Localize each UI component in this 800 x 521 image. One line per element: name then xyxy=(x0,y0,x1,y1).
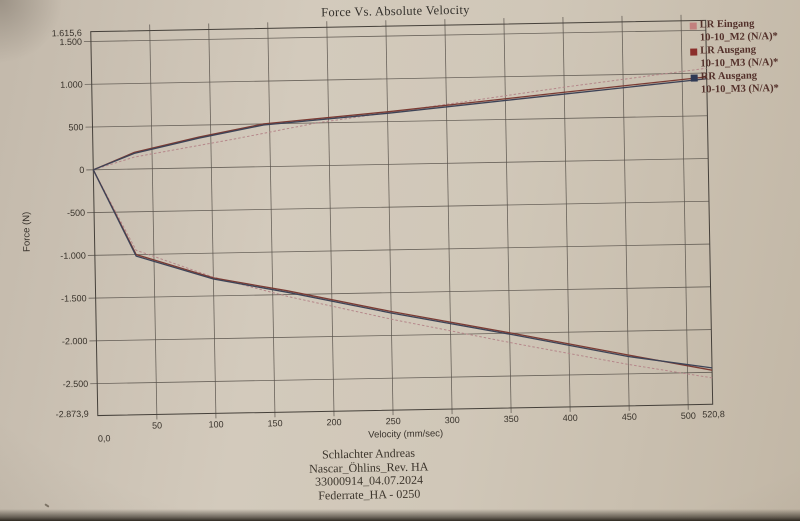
legend-marker-icon xyxy=(690,74,698,82)
x-tick-label: 100 xyxy=(208,419,223,429)
v-gridline xyxy=(503,18,512,413)
h-gridline xyxy=(87,200,709,214)
v-gridline xyxy=(444,19,453,415)
legend-item: RR Ausgang 10-10_M3 (N/A)* xyxy=(690,70,795,97)
series-line-lr-ausgang-10-10-m3-n-a-lower xyxy=(92,169,713,371)
h-gridline xyxy=(85,115,708,128)
x-tick-label: 150 xyxy=(267,418,282,428)
y-tick-label: 0 xyxy=(79,165,84,175)
v-gridline xyxy=(267,22,276,418)
paper-speck xyxy=(44,503,50,508)
legend-series-name: LR Ausgang xyxy=(700,44,757,57)
y-tick-label: -2.000 xyxy=(62,336,88,346)
y-axis-title: Force (N) xyxy=(21,212,33,252)
x-tick-label: 200 xyxy=(327,417,342,427)
h-gridline xyxy=(84,72,707,85)
legend-series-name: RR Ausgang xyxy=(700,70,758,83)
h-gridline xyxy=(88,286,711,299)
h-gridline xyxy=(83,29,706,43)
series-line-rr-ausgang-10-10-m3-n-a-lower xyxy=(92,169,713,369)
y-tick-label: 500 xyxy=(68,122,83,132)
y-tick-label: 1.500 xyxy=(59,37,82,47)
series-line-lr-eingang-10-10-m2-n-a-lower xyxy=(92,169,713,379)
h-gridline xyxy=(90,371,713,385)
v-gridline xyxy=(562,16,571,412)
legend-series-name: LR Eingang xyxy=(699,18,755,31)
v-gridline xyxy=(680,14,689,410)
v-gridline xyxy=(326,21,335,417)
h-gridline xyxy=(86,158,709,171)
y-tick-label: -2.500 xyxy=(63,379,89,389)
plot-border xyxy=(90,19,714,417)
v-gridline xyxy=(621,15,630,411)
v-gridline xyxy=(149,24,158,420)
y-tick-label: -500 xyxy=(67,208,85,218)
x-tick-label: 450 xyxy=(622,412,637,422)
y-tick-label: -1.000 xyxy=(60,250,86,260)
legend-item: LR Ausgang 10-10_M3 (N/A)* xyxy=(690,44,794,71)
legend-series-sub: 10-10_M2 (N/A)* xyxy=(699,30,778,43)
v-gridline xyxy=(385,20,394,416)
force-velocity-chart: 50 100 150 200 250 300 350 400 450 500 1.500 1.000 5… xyxy=(21,14,725,443)
x-tick-label: 400 xyxy=(563,413,578,423)
h-gridline xyxy=(89,329,712,342)
legend-marker-icon xyxy=(690,48,698,56)
x-min-label: 0,0 xyxy=(98,433,111,443)
x-tick-label: 500 xyxy=(681,411,696,421)
y-tick-label: 1.000 xyxy=(60,79,83,89)
series-line-rr-ausgang-10-10-m3-n-a-upper xyxy=(93,78,707,171)
x-tick-label: 50 xyxy=(152,420,162,430)
series-line-lr-eingang-10-10-m2-n-a-upper xyxy=(93,67,707,171)
y-tick-label: -1.500 xyxy=(61,293,87,303)
series-line-lr-ausgang-10-10-m3-n-a-upper xyxy=(93,76,707,171)
h-gridline xyxy=(87,243,710,256)
legend-marker-icon xyxy=(689,22,697,30)
footer-info-block: Schlachter Andreas Nascar_Öhlins_Rev. HA 3… xyxy=(218,445,519,504)
chart-legend: LR Eingang 10-10_M2 (N/A)* LR Ausgang 10-10… xyxy=(689,18,795,98)
legend-item: LR Eingang 10-10_M2 (N/A)* xyxy=(689,18,794,45)
x-tick-label: 300 xyxy=(445,415,460,425)
x-tick-label: 350 xyxy=(504,414,519,424)
y-max-label: 1.615,6 xyxy=(52,28,82,39)
x-axis-title: Velocity (mm/sec) xyxy=(368,428,443,440)
y-min-label: -2.873,9 xyxy=(56,409,89,420)
x-max-label: 520,8 xyxy=(702,409,725,419)
x-tick-label: 250 xyxy=(386,416,401,426)
v-gridline xyxy=(208,23,217,419)
legend-series-sub: 10-10_M3 (N/A)* xyxy=(700,56,779,69)
legend-series-sub: 10-10_M3 (N/A)* xyxy=(700,82,779,95)
